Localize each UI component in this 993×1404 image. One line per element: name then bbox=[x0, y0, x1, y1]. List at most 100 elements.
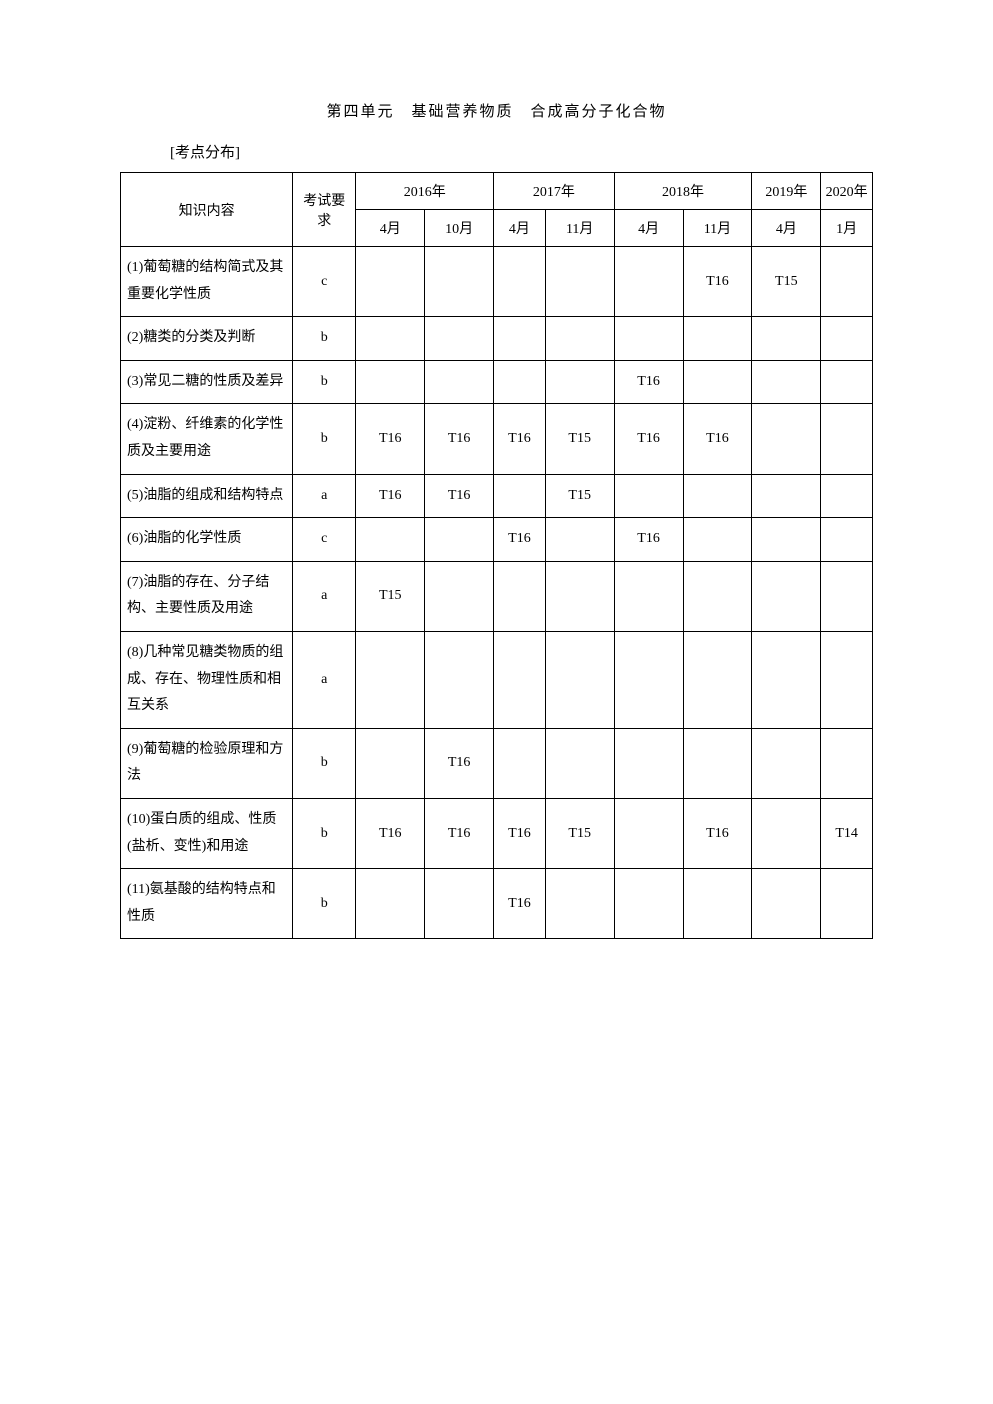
table-row: (2)糖类的分类及判断b bbox=[121, 317, 873, 361]
cell-value bbox=[494, 247, 546, 317]
cell-value bbox=[752, 474, 821, 518]
cell-requirement: a bbox=[293, 474, 356, 518]
cell-value: T16 bbox=[356, 474, 425, 518]
cell-value: T16 bbox=[494, 518, 546, 562]
col-year-2019: 2019年 bbox=[752, 173, 821, 210]
cell-value bbox=[356, 631, 425, 728]
table-row: (7)油脂的存在、分子结构、主要性质及用途aT15 bbox=[121, 561, 873, 631]
cell-value: T16 bbox=[614, 404, 683, 474]
table-row: (4)淀粉、纤维素的化学性质及主要用途bT16T16T16T15T16T16 bbox=[121, 404, 873, 474]
cell-topic: (5)油脂的组成和结构特点 bbox=[121, 474, 293, 518]
cell-value bbox=[494, 474, 546, 518]
cell-value bbox=[356, 518, 425, 562]
cell-value bbox=[425, 869, 494, 939]
cell-value bbox=[425, 518, 494, 562]
cell-value bbox=[425, 561, 494, 631]
cell-value bbox=[752, 561, 821, 631]
cell-requirement: b bbox=[293, 869, 356, 939]
cell-value bbox=[683, 360, 752, 404]
cell-value bbox=[356, 360, 425, 404]
cell-value bbox=[683, 518, 752, 562]
cell-value bbox=[821, 869, 873, 939]
col-year-2017: 2017年 bbox=[494, 173, 615, 210]
cell-value bbox=[425, 631, 494, 728]
cell-value bbox=[821, 631, 873, 728]
cell-topic: (7)油脂的存在、分子结构、主要性质及用途 bbox=[121, 561, 293, 631]
cell-value: T16 bbox=[614, 360, 683, 404]
cell-topic: (4)淀粉、纤维素的化学性质及主要用途 bbox=[121, 404, 293, 474]
col-year-2018: 2018年 bbox=[614, 173, 752, 210]
cell-value bbox=[821, 728, 873, 798]
cell-topic: (3)常见二糖的性质及差异 bbox=[121, 360, 293, 404]
table-row: (8)几种常见糖类物质的组成、存在、物理性质和相互关系a bbox=[121, 631, 873, 728]
cell-requirement: a bbox=[293, 631, 356, 728]
cell-topic: (2)糖类的分类及判断 bbox=[121, 317, 293, 361]
cell-value: T16 bbox=[425, 474, 494, 518]
col-2020-1: 1月 bbox=[821, 210, 873, 247]
cell-value bbox=[494, 561, 546, 631]
cell-value bbox=[545, 360, 614, 404]
cell-value bbox=[614, 728, 683, 798]
cell-value bbox=[821, 561, 873, 631]
cell-value bbox=[614, 561, 683, 631]
cell-value bbox=[356, 317, 425, 361]
cell-value bbox=[545, 631, 614, 728]
cell-value bbox=[752, 317, 821, 361]
col-2016-4: 4月 bbox=[356, 210, 425, 247]
cell-value: T15 bbox=[545, 404, 614, 474]
section-label: [考点分布] bbox=[120, 141, 873, 162]
cell-value bbox=[821, 247, 873, 317]
cell-value bbox=[614, 631, 683, 728]
cell-value bbox=[494, 360, 546, 404]
cell-topic: (6)油脂的化学性质 bbox=[121, 518, 293, 562]
cell-value: T16 bbox=[494, 404, 546, 474]
cell-value: T14 bbox=[821, 798, 873, 868]
cell-value: T15 bbox=[545, 798, 614, 868]
table-row: (6)油脂的化学性质cT16T16 bbox=[121, 518, 873, 562]
cell-value bbox=[752, 360, 821, 404]
cell-value: T16 bbox=[494, 798, 546, 868]
cell-value bbox=[683, 728, 752, 798]
cell-value: T16 bbox=[356, 798, 425, 868]
cell-value bbox=[494, 317, 546, 361]
col-2017-11: 11月 bbox=[545, 210, 614, 247]
cell-value bbox=[356, 869, 425, 939]
cell-value bbox=[683, 474, 752, 518]
cell-value: T16 bbox=[683, 247, 752, 317]
col-topic: 知识内容 bbox=[121, 173, 293, 247]
cell-value bbox=[545, 869, 614, 939]
cell-value bbox=[752, 798, 821, 868]
table-row: (11)氨基酸的结构特点和性质b T16 bbox=[121, 869, 873, 939]
cell-value bbox=[752, 631, 821, 728]
table-row: (5)油脂的组成和结构特点aT16T16T15 bbox=[121, 474, 873, 518]
cell-requirement: a bbox=[293, 561, 356, 631]
cell-value: T16 bbox=[494, 869, 546, 939]
col-2017-4: 4月 bbox=[494, 210, 546, 247]
cell-value: T15 bbox=[356, 561, 425, 631]
cell-value: T16 bbox=[425, 404, 494, 474]
cell-value bbox=[425, 360, 494, 404]
cell-value bbox=[752, 518, 821, 562]
cell-value bbox=[821, 317, 873, 361]
col-2018-4: 4月 bbox=[614, 210, 683, 247]
cell-value: T15 bbox=[752, 247, 821, 317]
cell-value bbox=[545, 518, 614, 562]
col-requirement: 考试要求 bbox=[293, 173, 356, 247]
table-body: (1)葡萄糖的结构简式及其重要化学性质cT16T15(2)糖类的分类及判断b(3… bbox=[121, 247, 873, 939]
table-row: (1)葡萄糖的结构简式及其重要化学性质cT16T15 bbox=[121, 247, 873, 317]
col-year-2020: 2020年 bbox=[821, 173, 873, 210]
cell-topic: (8)几种常见糖类物质的组成、存在、物理性质和相互关系 bbox=[121, 631, 293, 728]
col-year-2016: 2016年 bbox=[356, 173, 494, 210]
cell-value: T16 bbox=[425, 728, 494, 798]
page-title: 第四单元 基础营养物质 合成高分子化合物 bbox=[120, 100, 873, 121]
exam-topic-table: 知识内容 考试要求 2016年 2017年 2018年 2019年 2020年 … bbox=[120, 172, 873, 939]
cell-value bbox=[356, 247, 425, 317]
cell-topic: (11)氨基酸的结构特点和性质 bbox=[121, 869, 293, 939]
cell-value bbox=[683, 561, 752, 631]
cell-value bbox=[683, 869, 752, 939]
cell-value bbox=[494, 631, 546, 728]
cell-value bbox=[752, 869, 821, 939]
cell-value bbox=[614, 247, 683, 317]
cell-value bbox=[545, 317, 614, 361]
cell-topic: (1)葡萄糖的结构简式及其重要化学性质 bbox=[121, 247, 293, 317]
